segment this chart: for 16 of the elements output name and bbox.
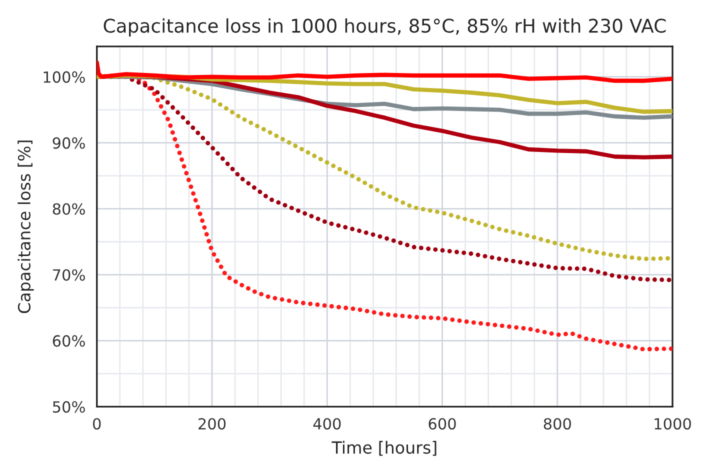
y-tick-label: 100% [44,71,85,83]
y-tick-label: 50% [52,401,85,413]
y-tick-label: 90% [52,137,85,149]
x-tick-label: 800 [544,418,571,430]
x-tick-label: 0 [93,418,101,430]
y-tick-label: 60% [52,335,85,347]
x-tick-label: 400 [313,418,341,430]
line-series [96,60,673,83]
y-tick-label: 80% [52,203,85,215]
y-axis-title: Capacitance loss [%] [18,140,34,314]
x-tick-label: 1000 [654,418,691,430]
x-tick-label: 200 [198,418,226,430]
x-axis-title: Time [hours] [332,440,436,456]
x-tick-label: 600 [428,418,456,430]
chart-title: Capacitance loss in 1000 hours, 85°C, 85% rH with 230 VAC [104,18,666,36]
y-tick-label: 70% [53,269,85,281]
